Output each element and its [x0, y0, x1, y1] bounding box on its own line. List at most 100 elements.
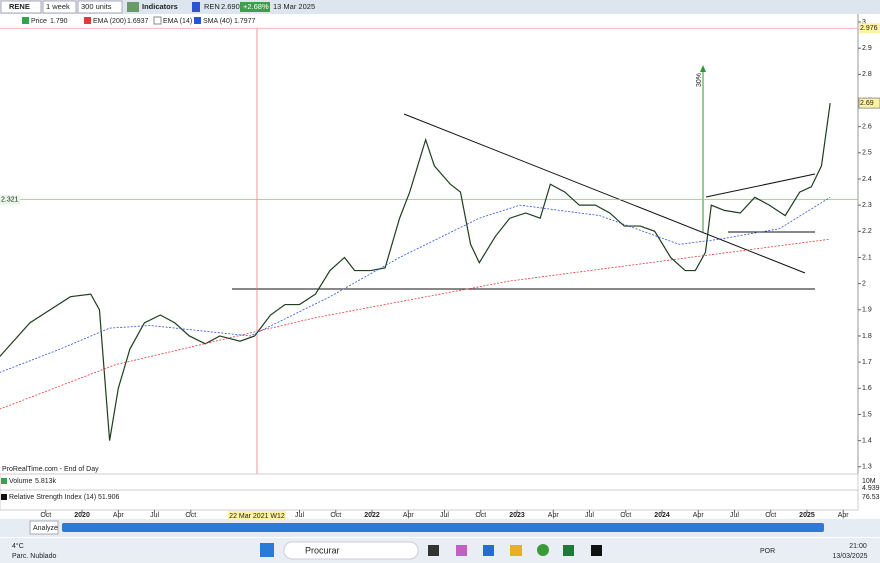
app-icon[interactable]: [537, 544, 549, 556]
x-tick-label: 2022: [364, 512, 380, 519]
app-icon[interactable]: [456, 545, 467, 556]
indicators[interactable]: Indicators: [142, 2, 178, 11]
volume-axis-top: 10M: [862, 478, 876, 485]
arrow-head: [700, 65, 706, 72]
x-tick-label: 2024: [654, 512, 670, 519]
x-tick-label: Jul: [585, 512, 594, 519]
ref-label-box: [0, 194, 20, 205]
units[interactable]: 300 units: [81, 2, 112, 11]
rsi-value: 51.906: [98, 494, 120, 501]
time: 21:00: [849, 543, 867, 550]
legend-ema200-value: 1.6937: [127, 18, 149, 25]
period-box[interactable]: [42, 0, 77, 14]
period[interactable]: 1 week: [46, 2, 70, 11]
reference-label: 2.976: [860, 25, 878, 32]
y-tick-label: 1.4: [862, 437, 872, 444]
app-icon[interactable]: [428, 545, 439, 556]
app-icon[interactable]: [563, 545, 574, 556]
channel-top: [705, 173, 816, 198]
ticker: REN: [204, 2, 220, 11]
search-box[interactable]: [283, 541, 419, 560]
y-tick-label: 3: [862, 19, 866, 26]
x-tick-label: Jul: [150, 512, 159, 519]
x-tick-label: Apr: [403, 512, 415, 519]
y-tick-label: 2.8: [862, 71, 872, 78]
y-tick-label: 1.9: [862, 307, 872, 314]
x-tick-label: Oct: [620, 512, 631, 519]
legend-sma40-value: 1.7977: [234, 18, 256, 25]
symbol[interactable]: RENE: [9, 2, 30, 11]
volume-swatch: [1, 478, 7, 484]
taskbar: [0, 538, 880, 563]
x-tick-label: Oct: [765, 512, 776, 519]
x-tick-label: Apr: [548, 512, 560, 519]
y-tick-label: 1.5: [862, 411, 872, 418]
legend-price: Price: [31, 18, 47, 25]
x-tick-label: Oct: [475, 512, 486, 519]
start-button[interactable]: [260, 543, 274, 557]
x-tick-label: Jul: [730, 512, 739, 519]
series-line: [0, 238, 831, 410]
volume-label: Volume: [9, 478, 32, 485]
x-tick-label: Apr: [113, 512, 125, 519]
rsi-axis-value: 76.53: [862, 494, 880, 501]
y-tick-label: 2.2: [862, 228, 872, 235]
taskbar-date: 13/03/2025: [832, 553, 867, 560]
legend-price-value: 1.790: [50, 18, 68, 25]
ema200-swatch: [84, 17, 91, 24]
y-tick-label: 2.1: [862, 254, 872, 261]
volume-pane: [0, 473, 859, 491]
x-tick-label: 2025: [799, 512, 815, 519]
y-tick-label: 2: [862, 280, 866, 287]
y-tick-label: 1.6: [862, 385, 872, 392]
date: 13 Mar 2025: [273, 2, 315, 11]
legend-ema14: EMA (14): [163, 18, 192, 25]
legend-ema200: EMA (200): [93, 18, 126, 25]
search[interactable]: Procurar: [305, 545, 340, 555]
units-box[interactable]: [77, 0, 123, 14]
app-icon[interactable]: [483, 545, 494, 556]
ticker-icon: [192, 2, 200, 12]
y-tick-label: 2.9: [862, 45, 872, 52]
reference-label: 2.321: [1, 196, 19, 203]
x-tick-label: 2023: [509, 512, 525, 519]
price-swatch: [22, 17, 29, 24]
app-icon[interactable]: [510, 545, 522, 556]
resistance-line: [403, 113, 806, 274]
change-box: [240, 2, 270, 12]
last-price: 2.690: [221, 2, 240, 11]
x-tick-label: Oct: [40, 512, 51, 519]
y-tick-label: 2.3: [862, 202, 872, 209]
crosshair-box: [228, 511, 286, 520]
x-tick-label: Jul: [440, 512, 449, 519]
language: POR: [760, 548, 775, 555]
analyze-button[interactable]: [29, 520, 59, 535]
scrollbar[interactable]: [62, 523, 824, 532]
arrow-label: 30%: [696, 73, 703, 87]
sma40-swatch: [194, 17, 201, 24]
series-line: [0, 103, 831, 441]
analyze[interactable]: Analyze: [33, 525, 58, 532]
y-tick-label: 2.5: [862, 150, 872, 157]
weather: Parc. Nublado: [12, 553, 56, 560]
volume-value: 5.813k: [35, 478, 57, 485]
symbol-box[interactable]: [0, 0, 42, 14]
last-price-label: 2.69: [860, 100, 874, 107]
x-tick-label: Oct: [185, 512, 196, 519]
indicators-icon[interactable]: [127, 2, 139, 12]
y-tick-label: 2.4: [862, 176, 872, 183]
rsi-label: Relative Strength Index (14): [9, 494, 96, 501]
y-tick-label: 1.7: [862, 359, 872, 366]
app-icon[interactable]: [591, 545, 602, 556]
temperature: 4°C: [12, 542, 24, 550]
crosshair-label: 22 Mar 2021 W12: [229, 513, 285, 520]
trendlines: [232, 113, 816, 290]
x-tick-label: Apr: [838, 512, 850, 519]
volume-axis-value: 4.939: [862, 485, 880, 492]
rsi-swatch: [1, 494, 7, 500]
y-tick-label: 1.8: [862, 333, 872, 340]
y-tick-label: 2.6: [862, 123, 872, 130]
legend-row: [0, 14, 880, 28]
series-line: [0, 196, 831, 373]
